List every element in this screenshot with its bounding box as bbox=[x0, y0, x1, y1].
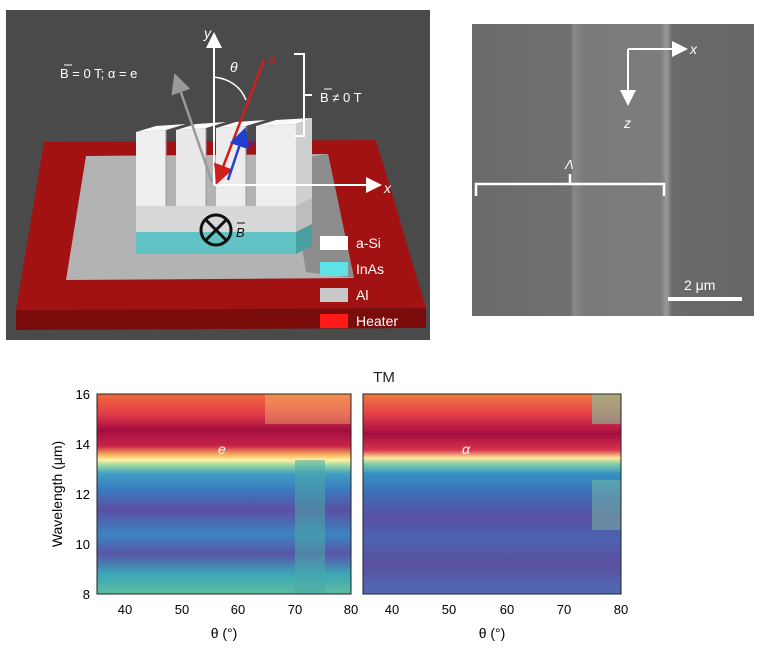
device-schematic-panel: y x θ α e B = 0 T; α = e B ≠ 0 T B a-S bbox=[6, 10, 430, 340]
e-label: e bbox=[246, 135, 254, 151]
inas-layer-side bbox=[296, 224, 312, 254]
legend-swatch-asi bbox=[320, 236, 348, 250]
legend-label-heater: Heater bbox=[356, 313, 398, 329]
asi-side bbox=[296, 198, 312, 232]
theta-label: θ bbox=[230, 59, 238, 75]
y-tick-14: 14 bbox=[76, 437, 90, 452]
y-tick-12: 12 bbox=[76, 487, 90, 502]
heatmap-right: α bbox=[362, 393, 622, 595]
sem-z-label: z bbox=[623, 115, 631, 131]
x-axis-label: x bbox=[383, 180, 392, 196]
heatmap-right-column-band bbox=[592, 394, 621, 424]
x-axis-left: 40 50 60 70 80 θ (°) bbox=[118, 602, 358, 641]
legend-swatch-heater bbox=[320, 314, 348, 328]
heatmap-figure: e α 16 14 12 10 8 Wavelength (μm) 40 50 … bbox=[49, 387, 628, 641]
heatmap-title: TM bbox=[373, 369, 395, 386]
legend: a-Si InAs Al Heater bbox=[320, 235, 398, 329]
period-label: Λ bbox=[564, 157, 574, 172]
heatmap-right-body bbox=[363, 394, 621, 594]
y-tick-16: 16 bbox=[76, 387, 90, 402]
x-tick-left-60: 60 bbox=[231, 602, 245, 617]
b-nonzero-label: B ≠ 0 T bbox=[320, 90, 362, 105]
y-axis-label: y bbox=[203, 25, 212, 41]
x-tick-right-40: 40 bbox=[385, 602, 399, 617]
x-tick-right-50: 50 bbox=[442, 602, 456, 617]
x-tick-left-50: 50 bbox=[175, 602, 189, 617]
y-tick-10: 10 bbox=[76, 537, 90, 552]
inas-layer-front bbox=[136, 232, 296, 254]
b-nonzero-bracket bbox=[294, 53, 312, 137]
y-axis: 16 14 12 10 8 Wavelength (μm) bbox=[49, 387, 90, 602]
e-arrow bbox=[226, 127, 249, 181]
x-tick-right-70: 70 bbox=[557, 602, 571, 617]
sem-x-label: x bbox=[689, 41, 698, 57]
legend-label-asi: a-Si bbox=[356, 235, 381, 251]
ridge-1 bbox=[136, 130, 166, 206]
ridge-4 bbox=[256, 124, 296, 206]
sem-image-svg: x z Λ 2 μm bbox=[472, 24, 754, 316]
ridge-2 bbox=[176, 128, 206, 206]
ridge-3-top bbox=[216, 120, 266, 128]
scale-bar-label: 2 μm bbox=[684, 277, 715, 293]
sem-background bbox=[472, 24, 754, 316]
x-tick-right-60: 60 bbox=[500, 602, 514, 617]
ridge-1-top bbox=[136, 124, 186, 132]
b-field-into-page-icon bbox=[199, 213, 233, 247]
b-zero-arrow bbox=[171, 73, 214, 183]
sem-image-panel: x z Λ 2 μm bbox=[472, 24, 754, 316]
alpha-arrow bbox=[214, 59, 266, 185]
period-bracket bbox=[474, 174, 666, 196]
alpha-label: α bbox=[268, 51, 277, 67]
legend-swatch-inas bbox=[320, 262, 348, 276]
x-axis-title-left: θ (°) bbox=[211, 625, 238, 641]
scale-bar bbox=[668, 297, 742, 301]
legend-label-al: Al bbox=[356, 287, 368, 303]
b-field-label: B bbox=[236, 225, 245, 240]
x-axis-title-right: θ (°) bbox=[479, 625, 506, 641]
legend-swatch-al bbox=[320, 288, 348, 302]
y-axis-title: Wavelength (μm) bbox=[49, 441, 65, 547]
ridge-4-top bbox=[256, 118, 312, 126]
y-tick-8: 8 bbox=[83, 587, 90, 602]
asi-front bbox=[136, 206, 296, 232]
b-zero-label: B = 0 T; α = e bbox=[60, 66, 137, 81]
heatmap-left-label: e bbox=[218, 441, 226, 457]
heatmap-left-column-band bbox=[295, 460, 325, 594]
x-tick-right-80: 80 bbox=[614, 602, 628, 617]
legend-label-inas: InAs bbox=[356, 261, 384, 277]
device-schematic-svg: y x θ α e B = 0 T; α = e B ≠ 0 T B a-S bbox=[16, 25, 426, 330]
heatmap-right-label: α bbox=[462, 441, 471, 457]
x-tick-left-40: 40 bbox=[118, 602, 132, 617]
x-axis-right: 40 50 60 70 80 θ (°) bbox=[385, 602, 628, 641]
x-tick-left-70: 70 bbox=[288, 602, 302, 617]
x-tick-left-80: 80 bbox=[344, 602, 358, 617]
heatmap-left: e bbox=[96, 393, 352, 595]
theta-arc bbox=[213, 76, 247, 101]
